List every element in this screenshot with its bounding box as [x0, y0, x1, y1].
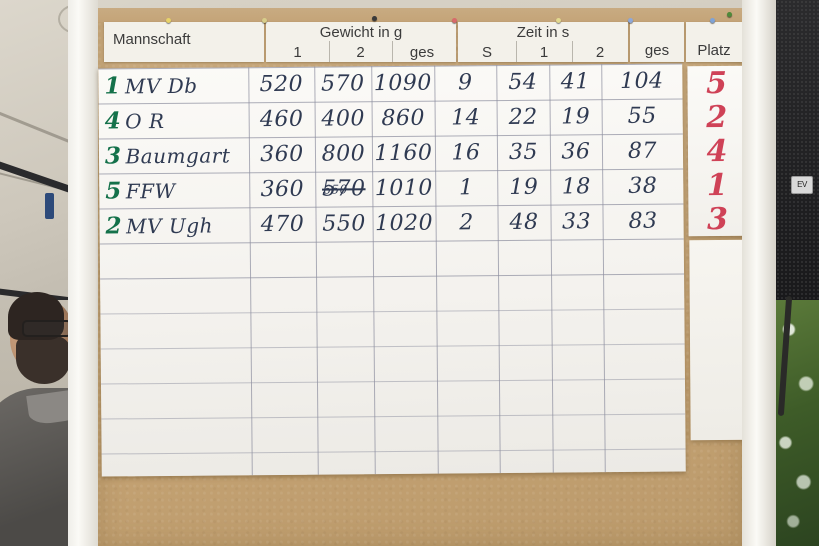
- cell-zeit_ges: 38: [628, 173, 658, 199]
- cell-lane: 5: [105, 177, 122, 205]
- cell-zeit_2: 41: [560, 69, 590, 95]
- cork-board-top-edge: [98, 8, 742, 22]
- header-gewicht-label: Gewicht in g: [319, 24, 403, 41]
- table-row-divider: [101, 413, 686, 420]
- cell-team-name: O R: [125, 108, 165, 133]
- cell-zeit_1: 48: [509, 209, 539, 235]
- cell-platz: 1: [706, 167, 728, 203]
- door-frame-right: [742, 0, 778, 546]
- table-row-divider: [100, 273, 685, 280]
- pin: [452, 18, 457, 23]
- cell-gewicht_1: 360: [260, 176, 305, 203]
- header-zeit-label: Zeit in s: [516, 24, 570, 41]
- cell-gewicht_ges: 1090: [373, 70, 432, 97]
- pin: [628, 18, 633, 23]
- cell-zeit_1: 19: [509, 174, 539, 200]
- person-glasses: [22, 320, 72, 337]
- cell-zeit_s: 2: [459, 210, 474, 236]
- pin: [727, 12, 732, 17]
- header-platz: Platz: [686, 22, 742, 62]
- table-row-divider: [100, 343, 685, 350]
- cell-gewicht_2: 570 650: [315, 171, 372, 206]
- pin: [166, 18, 171, 23]
- cell-platz: 2: [706, 99, 728, 135]
- table-row-divider: [101, 448, 686, 455]
- header-zeit-ges: ges: [630, 22, 684, 62]
- cell-gewicht_1: 460: [259, 106, 304, 133]
- results-sheet: 1 MV Db 520 570 1090 9 54 41 104 4 O R 460 400 860 14 2…: [98, 63, 686, 477]
- cell-value-corrected: 650: [323, 182, 348, 197]
- cell-gewicht_2: 800: [321, 141, 366, 167]
- cell-team-name: FFW: [125, 178, 176, 203]
- cell-zeit_s: 14: [451, 105, 481, 131]
- cell-zeit_ges: 83: [628, 208, 658, 234]
- cell-lane: 2: [105, 212, 123, 240]
- header-gewicht-ges: ges: [409, 44, 435, 61]
- cell-zeit_2: 18: [561, 174, 591, 200]
- cell-team-name: MV Db: [124, 73, 198, 98]
- tent-clip: [45, 193, 54, 219]
- cell-zeit_s: 1: [458, 175, 474, 201]
- cell-zeit_s: 9: [458, 70, 473, 96]
- cell-zeit_1: 35: [508, 139, 539, 165]
- cell-zeit_s: 16: [451, 140, 481, 166]
- cell-platz: 5: [705, 65, 728, 101]
- header-platz-label: Platz: [697, 42, 731, 59]
- person-beard: [16, 336, 70, 384]
- header-gewicht-1: 1: [293, 44, 302, 61]
- pin: [710, 18, 715, 23]
- cell-team: 1 MV Db: [98, 67, 254, 103]
- header-gewicht-2: 2: [356, 44, 365, 61]
- cell-gewicht_1: 520: [259, 71, 304, 98]
- cell-zeit_ges: 104: [620, 68, 664, 95]
- cell-zeit_2: 19: [561, 104, 591, 130]
- cell-gewicht_2: 550: [322, 211, 366, 237]
- cell-lane: 4: [104, 107, 122, 135]
- cell-gewicht_ges: 1020: [374, 210, 434, 237]
- header-zeit: Zeit in s S 1 2: [458, 22, 628, 62]
- cell-gewicht_1: 360: [260, 141, 304, 168]
- cell-team: 2 MV Ugh: [99, 207, 255, 243]
- person-hair: [8, 292, 64, 340]
- cell-team: 3 Baumgart: [99, 137, 255, 173]
- cell-zeit_ges: 55: [627, 103, 657, 129]
- cell-team: 5 FFW: [99, 172, 255, 208]
- table-row-divider: [100, 308, 685, 315]
- ev-logo-icon: EV: [791, 176, 813, 194]
- cell-team-name: MV Ugh: [126, 213, 214, 238]
- header-zeit-2: 2: [595, 44, 605, 61]
- door-frame-left: [68, 0, 98, 546]
- speaker-grille: [776, 0, 819, 300]
- cell-zeit_ges: 87: [627, 138, 658, 164]
- cell-team-name: Baumgart: [125, 142, 231, 168]
- cell-gewicht_2: 400: [321, 106, 366, 132]
- cell-zeit_2: 36: [561, 139, 591, 165]
- cell-gewicht_ges: 1010: [374, 175, 433, 202]
- cell-zeit_2: 33: [561, 209, 592, 235]
- cell-gewicht_2: 570: [321, 71, 365, 97]
- table-row-divider: [100, 378, 685, 385]
- cell-lane: 1: [104, 72, 122, 100]
- cell-platz: 3: [706, 201, 729, 237]
- header-mannschaft-label: Mannschaft: [113, 31, 191, 48]
- cell-gewicht_ges: 1160: [374, 140, 433, 167]
- header-mannschaft: Mannschaft: [104, 22, 264, 62]
- header-zeit-ges-label: ges: [644, 42, 670, 59]
- cell-gewicht_1: 470: [260, 211, 305, 238]
- platz-strip-lower: [689, 239, 749, 441]
- cell-zeit_1: 22: [508, 104, 538, 130]
- cell-lane: 3: [104, 142, 122, 170]
- cell-zeit_1: 54: [508, 69, 538, 95]
- pin: [262, 18, 267, 23]
- pin: [372, 16, 377, 21]
- pin: [556, 18, 561, 23]
- cell-gewicht_ges: 860: [381, 105, 426, 132]
- header-zeit-1: 1: [539, 44, 549, 61]
- header-gewicht: Gewicht in g 1 2 ges: [266, 22, 456, 62]
- cell-platz: 4: [706, 133, 728, 169]
- header-zeit-s: S: [481, 44, 492, 61]
